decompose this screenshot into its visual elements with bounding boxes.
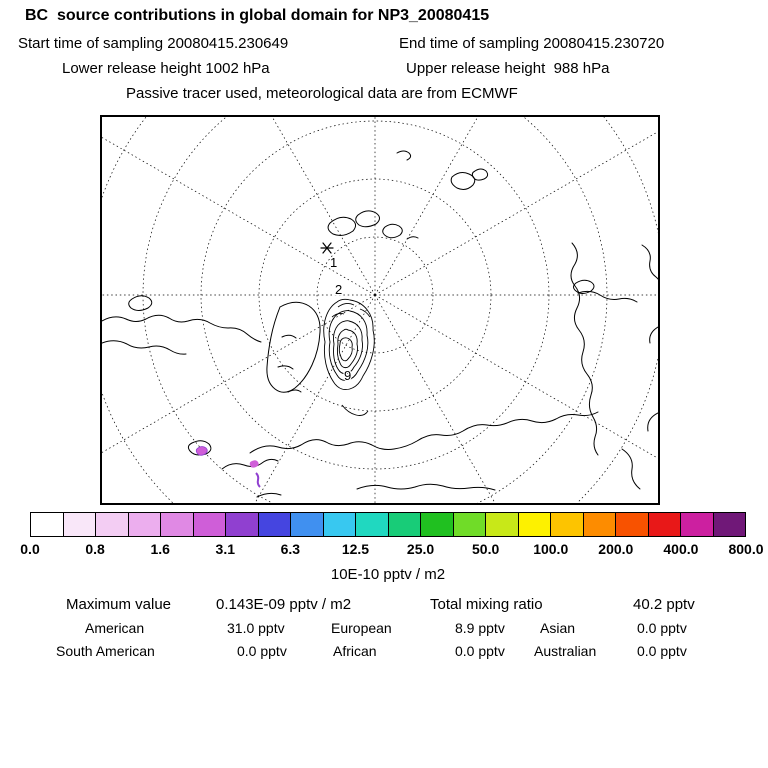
colorbar-segment (226, 513, 259, 536)
receptor-star-icon (320, 242, 334, 254)
colorbar-segment (161, 513, 194, 536)
marker-labels: 1 2 9 (329, 254, 353, 385)
marker-label-1: 1 (330, 255, 337, 270)
colorbar-tick-label: 6.3 (280, 541, 301, 557)
coastlines (102, 150, 658, 498)
end-time-text: End time of sampling 20080415.230720 (399, 35, 665, 52)
colorbar-segment (518, 513, 551, 536)
colorbar-segment (128, 513, 161, 536)
colorbar-segment (486, 513, 519, 536)
colorbar-segment (388, 513, 421, 536)
marker-label-9: 9 (344, 368, 351, 383)
colorbar-segment (323, 513, 356, 536)
graticule (102, 117, 658, 503)
colorbar-tick-label: 0.8 (85, 541, 105, 557)
stat-value-european: 8.9 pptv (455, 620, 505, 636)
stat-label-south-american: South American (56, 643, 155, 659)
colorbar-segment (63, 513, 96, 536)
colorbar-tick-label: 25.0 (406, 541, 435, 557)
stat-label-european: European (331, 620, 392, 636)
stat-label-african: African (333, 643, 377, 659)
colorbar-segment (551, 513, 584, 536)
colorbar-segment (648, 513, 681, 536)
stat-value-asian: 0.0 pptv (637, 620, 687, 636)
stat-label-maximum-value: Maximum value (66, 596, 172, 613)
colorbar-segment (31, 513, 64, 536)
stat-value-total-mixing-ratio: 40.2 pptv (633, 596, 695, 613)
colorbar-tick-label: 400.0 (663, 541, 699, 557)
colorbar-segment (258, 513, 291, 536)
colorbar-tick-label: 800.0 (728, 541, 764, 557)
colorbar-units-label: 10E-10 pptv / m2 (330, 566, 446, 583)
start-time-text: Start time of sampling 20080415.230649 (18, 35, 289, 52)
stat-label-australian: Australian (534, 643, 597, 659)
stat-label-asian: Asian (540, 620, 576, 636)
marker-label-2: 2 (335, 282, 342, 297)
stat-value-african: 0.0 pptv (455, 643, 505, 659)
tracer-note-text: Passive tracer used, meteorological data… (126, 85, 518, 102)
colorbar-segment (356, 513, 389, 536)
stat-label-american: American (85, 620, 145, 636)
colorbar-segment (583, 513, 616, 536)
colorbar-tick-label: 12.5 (341, 541, 370, 557)
stat-value-maximum-value: 0.143E-09 pptv / m2 (216, 596, 352, 613)
colorbar-segment (681, 513, 714, 536)
colorbar-segment (453, 513, 486, 536)
colorbar-segment (193, 513, 226, 536)
stat-label-total-mixing-ratio: Total mixing ratio (430, 596, 543, 613)
colorbar-segment (713, 513, 745, 536)
colorbar-segment (96, 513, 129, 536)
contour-cluster (323, 298, 375, 416)
upper-release-height-text: Upper release height 988 hPa (406, 60, 610, 77)
map-panel: 1 2 9 (100, 115, 660, 505)
colorbar-segment (291, 513, 324, 536)
colorbar (30, 512, 746, 537)
stat-value-australian: 0.0 pptv (637, 643, 687, 659)
polar-map: 1 2 9 (102, 117, 658, 503)
colorbar-tick-label: 0.0 (20, 541, 40, 557)
colorbar-tick-label: 1.6 (150, 541, 170, 557)
stat-value-american: 31.0 pptv (227, 620, 285, 636)
concentration-spots (195, 446, 261, 488)
figure-title: BC source contributions in global domain… (25, 7, 490, 24)
colorbar-tick-label: 3.1 (215, 541, 235, 557)
colorbar-tick-label: 50.0 (472, 541, 500, 557)
colorbar-segment (616, 513, 649, 536)
colorbar-ticks: 0.0 0.8 1.6 3.1 6.3 12.5 25.0 50.0 100.0 200.0 400… (20, 541, 763, 558)
colorbar-tick-label: 200.0 (598, 541, 634, 557)
stat-value-south-american: 0.0 pptv (237, 643, 287, 659)
colorbar-tick-label: 100.0 (533, 541, 569, 557)
lower-release-height-text: Lower release height 1002 hPa (62, 60, 270, 77)
colorbar-segment (421, 513, 454, 536)
